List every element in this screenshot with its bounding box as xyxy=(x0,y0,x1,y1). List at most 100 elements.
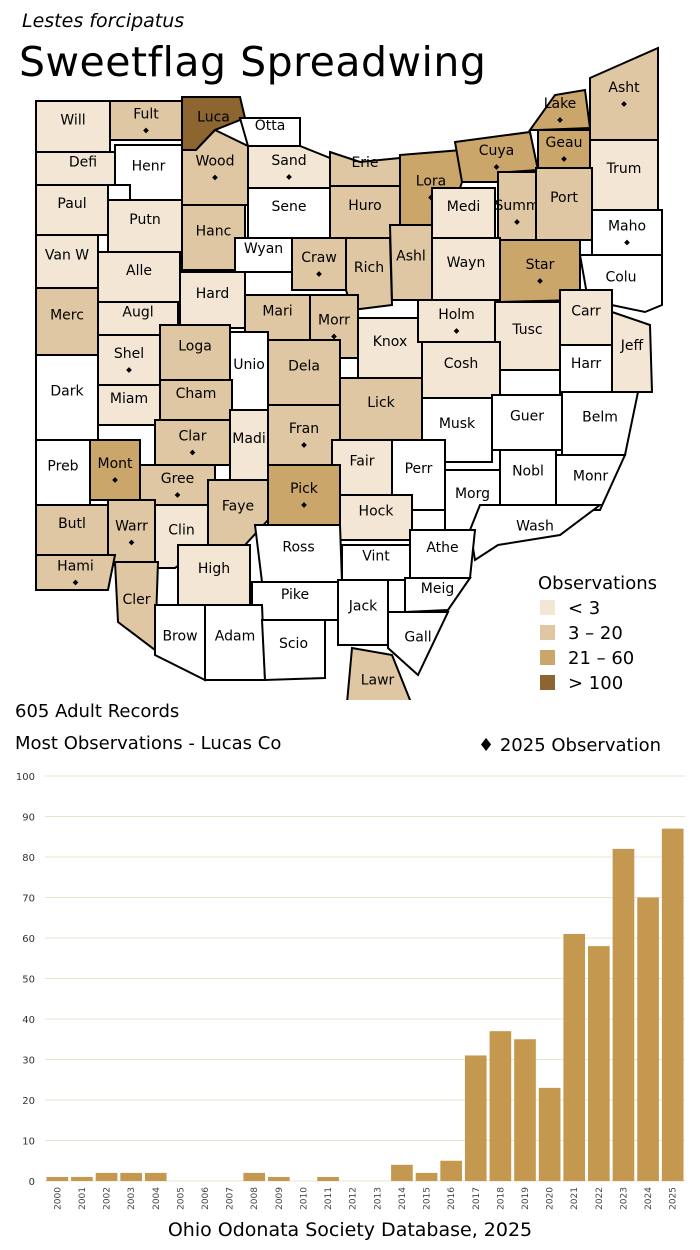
x-tick-label: 2014 xyxy=(398,1187,408,1210)
county-label-hock: Hock xyxy=(359,504,395,520)
county-label-ashl: Ashl xyxy=(396,249,426,265)
x-tick-label: 2019 xyxy=(521,1187,531,1210)
county-label-shel: Shel xyxy=(114,346,144,362)
county-label-high: High xyxy=(198,561,230,577)
county-label-scio: Scio xyxy=(279,636,308,652)
bar-2002 xyxy=(95,1172,118,1181)
county-label-morg: Morg xyxy=(455,486,490,502)
county-label-lake: Lake xyxy=(544,96,577,112)
bar-2001 xyxy=(71,1176,93,1181)
bar-2008 xyxy=(243,1172,266,1181)
record-count: 605 Adult Records xyxy=(15,701,180,722)
bar-2016 xyxy=(440,1160,462,1181)
county-label-faye: Faye xyxy=(222,499,254,515)
observation-2025-marker xyxy=(331,333,337,340)
bar-2015 xyxy=(415,1172,438,1181)
county-label-asht: Asht xyxy=(608,80,640,96)
county-label-adam: Adam xyxy=(215,629,255,645)
observation-2025-marker xyxy=(557,117,563,123)
county-label-warr: Warr xyxy=(115,519,148,535)
x-tick-label: 2006 xyxy=(201,1187,211,1210)
yearly-observations-chart: 0 10 20 30 40 50 60 70 80 90 100 2000 2001 2002 2003 20… xyxy=(16,772,685,1210)
county-label-lora: Lora xyxy=(416,174,446,190)
county-label-perr: Perr xyxy=(405,461,433,477)
county-label-gall: Gall xyxy=(404,630,431,646)
county-label-loga: Loga xyxy=(178,339,212,355)
observation-2025-marker xyxy=(624,239,630,246)
county-label-hard: Hard xyxy=(196,286,230,302)
bar-2017 xyxy=(464,1055,487,1181)
y-tick-label: 30 xyxy=(22,1056,35,1067)
county-label-sene: Sene xyxy=(272,199,307,215)
county-label-fran: Fran xyxy=(289,421,319,437)
county-label-trum: Trum xyxy=(606,161,642,177)
county-label-mont: Mont xyxy=(97,456,133,472)
legend-label: < 3 xyxy=(568,598,600,619)
y-tick-label: 40 xyxy=(22,1015,35,1026)
county-label-unio: Unio xyxy=(233,357,265,373)
bar-2003 xyxy=(120,1172,142,1181)
x-tick-label: 2017 xyxy=(472,1187,482,1210)
x-tick-label: 2018 xyxy=(496,1187,506,1210)
bar-2020 xyxy=(538,1087,561,1181)
county-label-dela: Dela xyxy=(288,359,320,375)
x-tick-label: 2015 xyxy=(423,1187,433,1210)
county-label-augl: Augl xyxy=(122,305,153,321)
observation-2025-marker xyxy=(72,579,79,586)
y-tick-label: 70 xyxy=(22,894,35,905)
county-label-pike: Pike xyxy=(281,587,309,603)
bar-2025 xyxy=(661,828,684,1181)
county-label-clar: Clar xyxy=(179,429,207,445)
most-observations: Most Observations - Lucas Co xyxy=(15,733,282,754)
county-label-defi: Defi xyxy=(69,155,97,171)
county-meig xyxy=(404,577,472,614)
county-label-medi: Medi xyxy=(447,199,480,215)
county-label-cham: Cham xyxy=(176,386,217,402)
county-label-pick: Pick xyxy=(290,481,319,497)
legend-swatch xyxy=(540,650,555,665)
county-label-huro: Huro xyxy=(348,198,381,214)
county-label-harr: Harr xyxy=(571,356,602,372)
county-label-wash: Wash xyxy=(516,519,554,535)
x-tick-label: 2012 xyxy=(349,1187,359,1210)
county-label-luca: Luca xyxy=(197,110,230,126)
scientific-name: Lestes forcipatus xyxy=(22,10,185,32)
county-monr xyxy=(555,454,627,511)
observation-2025-marker xyxy=(453,328,460,334)
observation-2025-marker xyxy=(316,271,322,277)
observation-2025-marker xyxy=(112,477,118,483)
observation-2025-marker xyxy=(189,449,196,456)
county-label-van-w: Van W xyxy=(45,248,89,264)
bar-2014 xyxy=(391,1164,413,1181)
bar-2023 xyxy=(612,848,635,1181)
county-label-putn: Putn xyxy=(129,212,160,228)
county-label-maho: Maho xyxy=(608,219,646,235)
county-label-colu: Colu xyxy=(605,270,636,286)
observation-2025-marker xyxy=(128,539,135,546)
x-tick-label: 2023 xyxy=(619,1187,629,1210)
county-label-summ: Summ xyxy=(494,198,539,214)
county-label-vint: Vint xyxy=(362,549,390,565)
county-label-ross: Ross xyxy=(282,540,314,556)
county-label-butl: Butl xyxy=(58,516,86,532)
county-label-erie: Erie xyxy=(351,155,378,171)
source-footer: Ohio Odonata Society Database, 2025 xyxy=(167,1219,533,1241)
x-tick-label: 2005 xyxy=(176,1187,186,1210)
bar-2011 xyxy=(317,1176,339,1181)
county-label-athe: Athe xyxy=(426,540,458,556)
county-label-knox: Knox xyxy=(373,334,407,350)
y-tick-label: 10 xyxy=(22,1137,35,1148)
y-tick-label: 20 xyxy=(22,1096,35,1107)
county-lawr xyxy=(346,646,412,700)
county-label-gree: Gree xyxy=(161,471,195,487)
x-tick-label: 2011 xyxy=(324,1187,334,1210)
legend-label: 21 – 60 xyxy=(568,648,634,669)
county-label-holm: Holm xyxy=(438,307,475,323)
legend-label: > 100 xyxy=(568,673,623,694)
county-label-hami: Hami xyxy=(57,559,94,575)
bar-2000 xyxy=(46,1176,69,1181)
county-label-mari: Mari xyxy=(262,304,292,320)
county-label-jack: Jack xyxy=(348,599,378,615)
x-tick-label: 2003 xyxy=(127,1187,137,1210)
y-tick-label: 100 xyxy=(16,772,35,783)
